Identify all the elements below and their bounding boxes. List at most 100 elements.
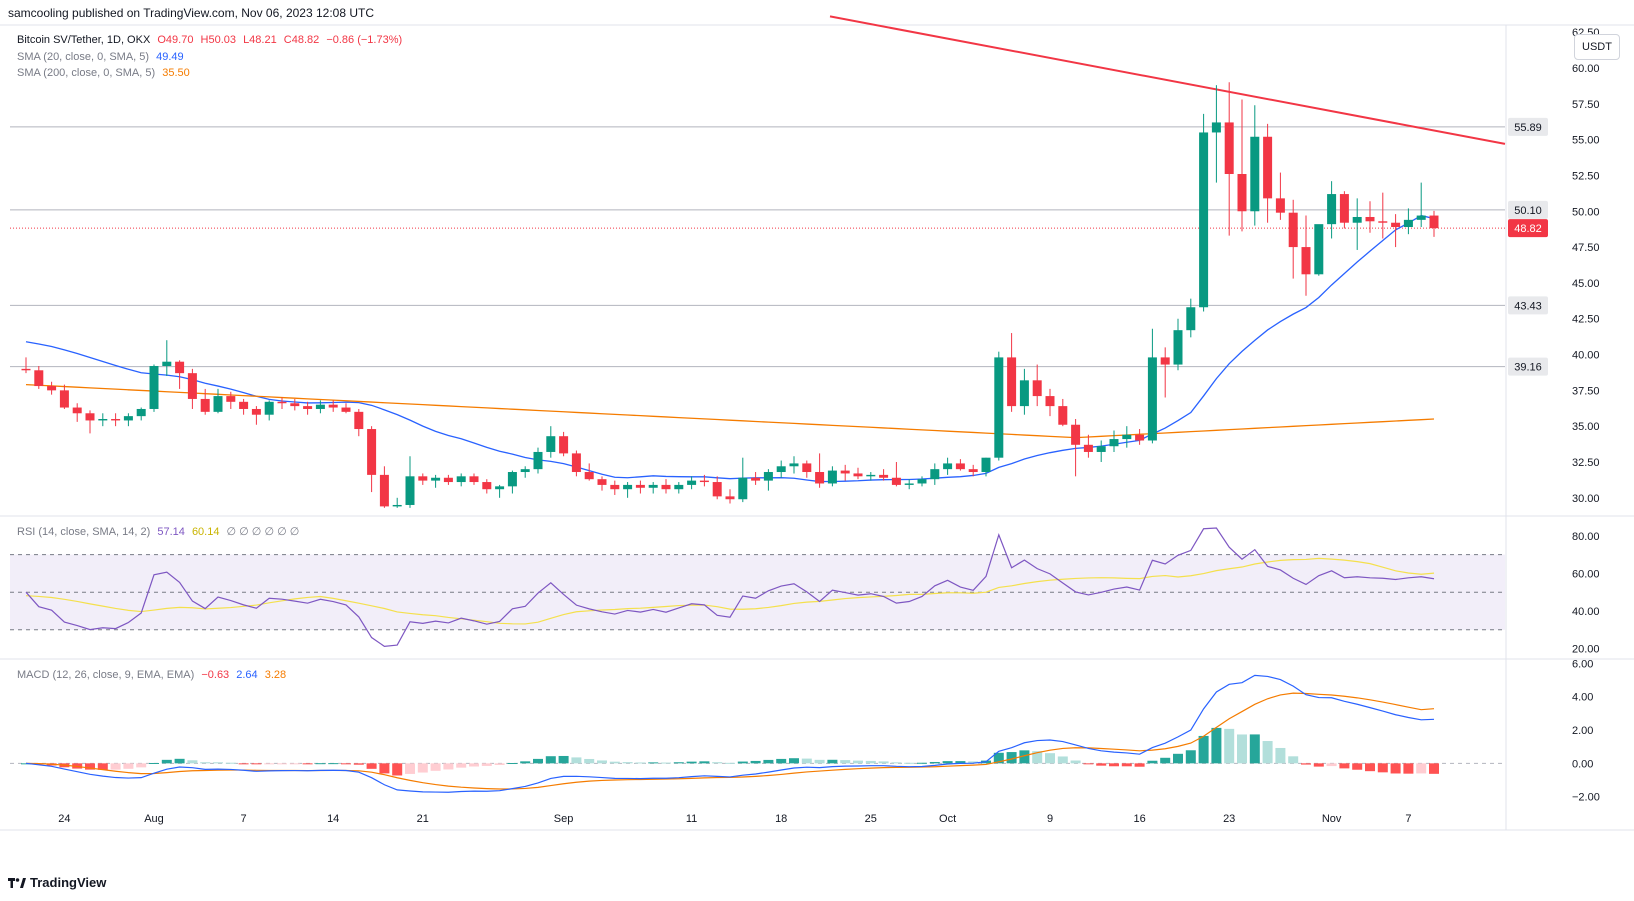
last-price-label: 48.82 xyxy=(1514,223,1542,235)
candle-body xyxy=(1096,446,1106,452)
footer-brand[interactable]: TradingView xyxy=(8,875,106,890)
candle-body xyxy=(1224,122,1234,175)
macd-histogram-bar xyxy=(366,763,377,769)
candle-body xyxy=(1135,434,1145,441)
time-axis-tick: 21 xyxy=(417,813,429,825)
macd-histogram-bar xyxy=(481,763,492,766)
currency-unit-button[interactable]: USDT xyxy=(1574,34,1620,60)
macd-histogram-bar xyxy=(853,760,863,764)
candle-body xyxy=(495,486,505,490)
candle xyxy=(661,479,671,494)
candle-body xyxy=(1045,396,1055,407)
candle xyxy=(840,464,850,481)
rsi-value: 57.14 xyxy=(157,526,185,538)
macd-histogram-bar xyxy=(507,763,518,765)
candle xyxy=(1173,318,1183,371)
macd-histogram-bar xyxy=(353,763,364,765)
candle-body xyxy=(546,436,556,452)
macd-histogram-bar xyxy=(763,759,774,764)
candle xyxy=(827,466,837,487)
candle-body xyxy=(712,482,722,497)
candle-body xyxy=(776,466,786,473)
macd-histogram-bar xyxy=(1403,763,1414,774)
candle-body xyxy=(1160,357,1170,365)
candle-body xyxy=(1071,424,1081,445)
price-axis-tick: 45.00 xyxy=(1572,278,1600,290)
time-axis-tick: Nov xyxy=(1322,813,1342,825)
candle xyxy=(1199,113,1209,312)
macd-axis-tick: 4.00 xyxy=(1572,692,1593,704)
candle xyxy=(584,463,594,481)
candle-body xyxy=(1250,136,1260,212)
candle-body xyxy=(1314,224,1324,275)
macd-histogram-bar xyxy=(328,763,339,765)
candle xyxy=(1237,99,1247,232)
candle-body xyxy=(162,361,172,366)
candle-body xyxy=(789,463,799,467)
candle xyxy=(571,450,581,477)
candle xyxy=(85,410,95,434)
candle xyxy=(59,384,69,409)
candle xyxy=(559,431,569,457)
macd-histogram-bar xyxy=(379,763,390,774)
candle xyxy=(751,472,761,485)
rsi-line xyxy=(25,527,1435,647)
macd-axis-tick: 6.00 xyxy=(1572,658,1593,670)
candle xyxy=(738,457,748,503)
candle xyxy=(136,407,146,421)
price-axis-tick: 57.50 xyxy=(1572,99,1600,111)
time-axis-tick: 7 xyxy=(1405,813,1411,825)
macd-histogram-bar xyxy=(251,763,262,765)
sma200-line xyxy=(25,383,1435,439)
candle xyxy=(597,476,607,491)
rsi-axis-tick: 40.00 xyxy=(1572,606,1600,618)
candle-body xyxy=(47,386,57,391)
macd-histogram-bar xyxy=(1339,763,1350,769)
macd-histogram-bar xyxy=(1275,747,1286,764)
macd-legend: MACD (12, 26, close, 9, EMA, EMA) −0.63 … xyxy=(17,669,290,681)
macd-histogram-bar xyxy=(1147,760,1158,764)
candle-body xyxy=(1403,219,1413,228)
candle-body xyxy=(635,484,645,488)
candle xyxy=(943,457,953,475)
candle xyxy=(367,426,377,493)
macd-histogram-bar xyxy=(85,763,95,770)
macd-histogram-bar xyxy=(213,762,223,764)
time-axis-tick: Sep xyxy=(554,813,574,825)
macd-histogram-bar xyxy=(469,763,479,767)
candle xyxy=(1275,172,1285,220)
time-axis-tick: 18 xyxy=(775,813,787,825)
macd-histogram-bar xyxy=(1262,741,1273,764)
candle-body xyxy=(1365,216,1375,222)
macd-histogram-bar xyxy=(750,760,761,764)
macd-histogram-bar xyxy=(776,758,787,764)
macd-histogram-bar xyxy=(789,758,799,764)
candle xyxy=(776,460,786,478)
candle-body xyxy=(623,484,633,490)
candle-body xyxy=(520,469,530,473)
candle-body xyxy=(1301,247,1311,275)
time-axis-tick: 9 xyxy=(1047,813,1053,825)
candle xyxy=(1045,388,1055,417)
price-axis-tick: 47.50 xyxy=(1572,242,1600,254)
candle-body xyxy=(904,483,914,485)
low-value: L48.21 xyxy=(243,34,277,46)
price-legend: Bitcoin SV/Tether, 1D, OKX O49.70 H50.03… xyxy=(17,34,406,46)
candle xyxy=(1071,419,1081,477)
macd-histogram-bar xyxy=(712,762,723,764)
macd-histogram-bar xyxy=(545,756,556,764)
macd-signal-value: 3.28 xyxy=(264,669,287,681)
candle xyxy=(443,474,453,485)
rsi-extra: ∅ ∅ ∅ ∅ ∅ ∅ xyxy=(226,526,300,538)
macd-histogram-bar xyxy=(1301,763,1311,765)
macd-histogram-bar xyxy=(686,761,697,764)
macd-histogram-bar xyxy=(1365,763,1375,772)
candle-body xyxy=(200,398,210,412)
candle xyxy=(648,482,658,494)
candle-body xyxy=(1109,439,1119,447)
candle-body xyxy=(1288,212,1298,248)
candle-body xyxy=(290,403,300,407)
candle-body xyxy=(827,470,837,484)
macd-histogram-bar xyxy=(1121,763,1132,767)
